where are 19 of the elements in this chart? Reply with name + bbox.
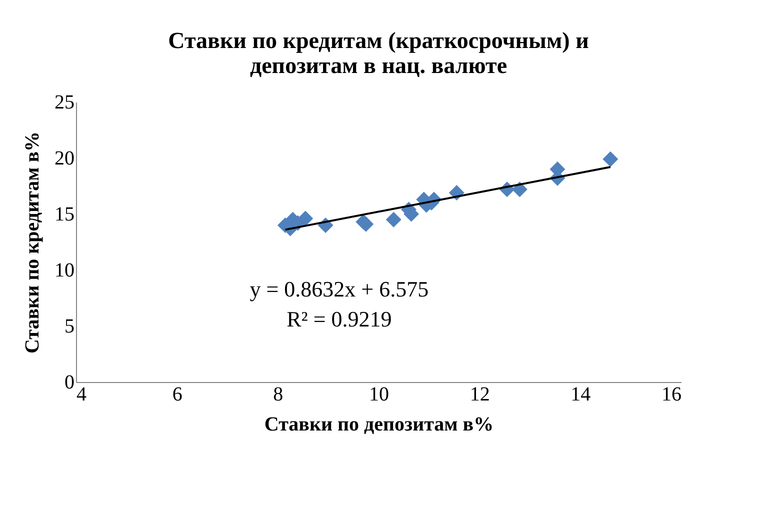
y-tick-label: 0	[64, 372, 74, 394]
annotation: y = 0.8632x + 6.575	[250, 276, 429, 302]
x-axis-title: Ставки по депозитам в%	[264, 414, 494, 436]
x-tick-label: 12	[470, 384, 490, 406]
y-tick-label: 5	[64, 316, 74, 338]
x-tick-label: 6	[172, 384, 182, 406]
y-tick-label: 20	[54, 148, 74, 170]
y-tick-label: 25	[54, 92, 74, 114]
y-tick-label: 10	[54, 260, 74, 282]
x-tick-label: 16	[662, 384, 682, 406]
x-tick-label: 8	[273, 384, 284, 406]
text: депозитам в нац. валюте	[250, 53, 508, 78]
x-tick-label: 10	[369, 384, 389, 406]
y-axis-title: Ставки по кредитам в%	[22, 131, 44, 354]
y-tick-label: 15	[54, 204, 74, 226]
x-tick-label: 14	[570, 384, 591, 406]
text: Ставки по кредитам (краткосрочным) и	[168, 28, 589, 53]
x-tick-label: 4	[76, 384, 86, 406]
annotation: R² = 0.9219	[286, 306, 392, 332]
